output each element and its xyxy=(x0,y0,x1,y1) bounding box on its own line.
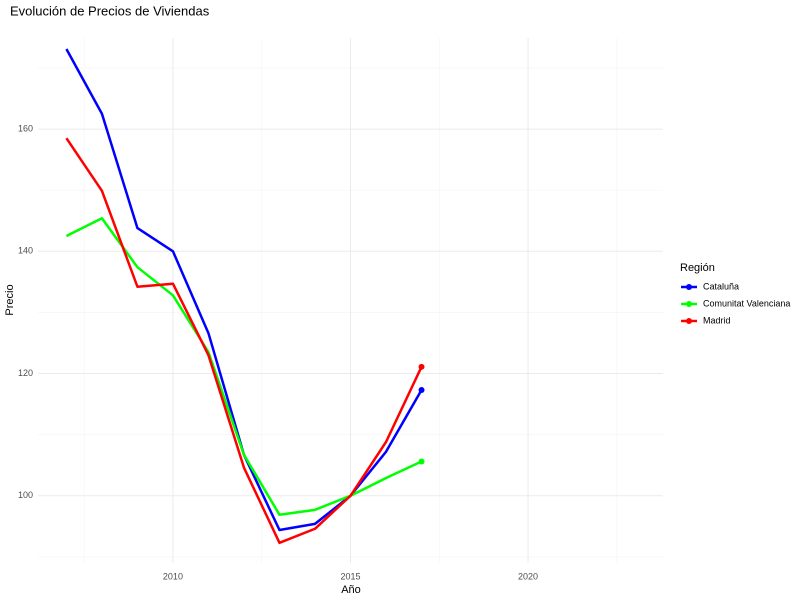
y-tick-label: 160 xyxy=(18,123,33,133)
y-tick-label: 140 xyxy=(18,246,33,256)
series-line xyxy=(65,48,423,532)
x-tick-label: 2015 xyxy=(340,571,360,581)
legend-label: Cataluña xyxy=(703,281,739,291)
y-tick-label: 120 xyxy=(18,368,33,378)
legend-key-point xyxy=(686,284,692,290)
end-point xyxy=(418,387,425,394)
legend-key-point xyxy=(686,318,692,324)
legend-label: Madrid xyxy=(703,315,731,325)
x-axis-label: Año xyxy=(341,584,361,596)
legend-label: Comunitat Valenciana xyxy=(703,298,790,308)
x-tick-label: 2020 xyxy=(518,571,538,581)
legend-key-point xyxy=(686,301,692,307)
series-line xyxy=(65,217,423,516)
end-point xyxy=(418,363,425,370)
y-tick-label: 100 xyxy=(18,490,33,500)
x-tick-label: 2010 xyxy=(163,571,183,581)
y-axis-label: Precio xyxy=(4,284,16,315)
end-point xyxy=(418,458,425,465)
series-line xyxy=(65,137,423,545)
chart-title: Evolución de Precios de Viviendas xyxy=(10,3,210,18)
legend-title: Región xyxy=(680,262,715,274)
